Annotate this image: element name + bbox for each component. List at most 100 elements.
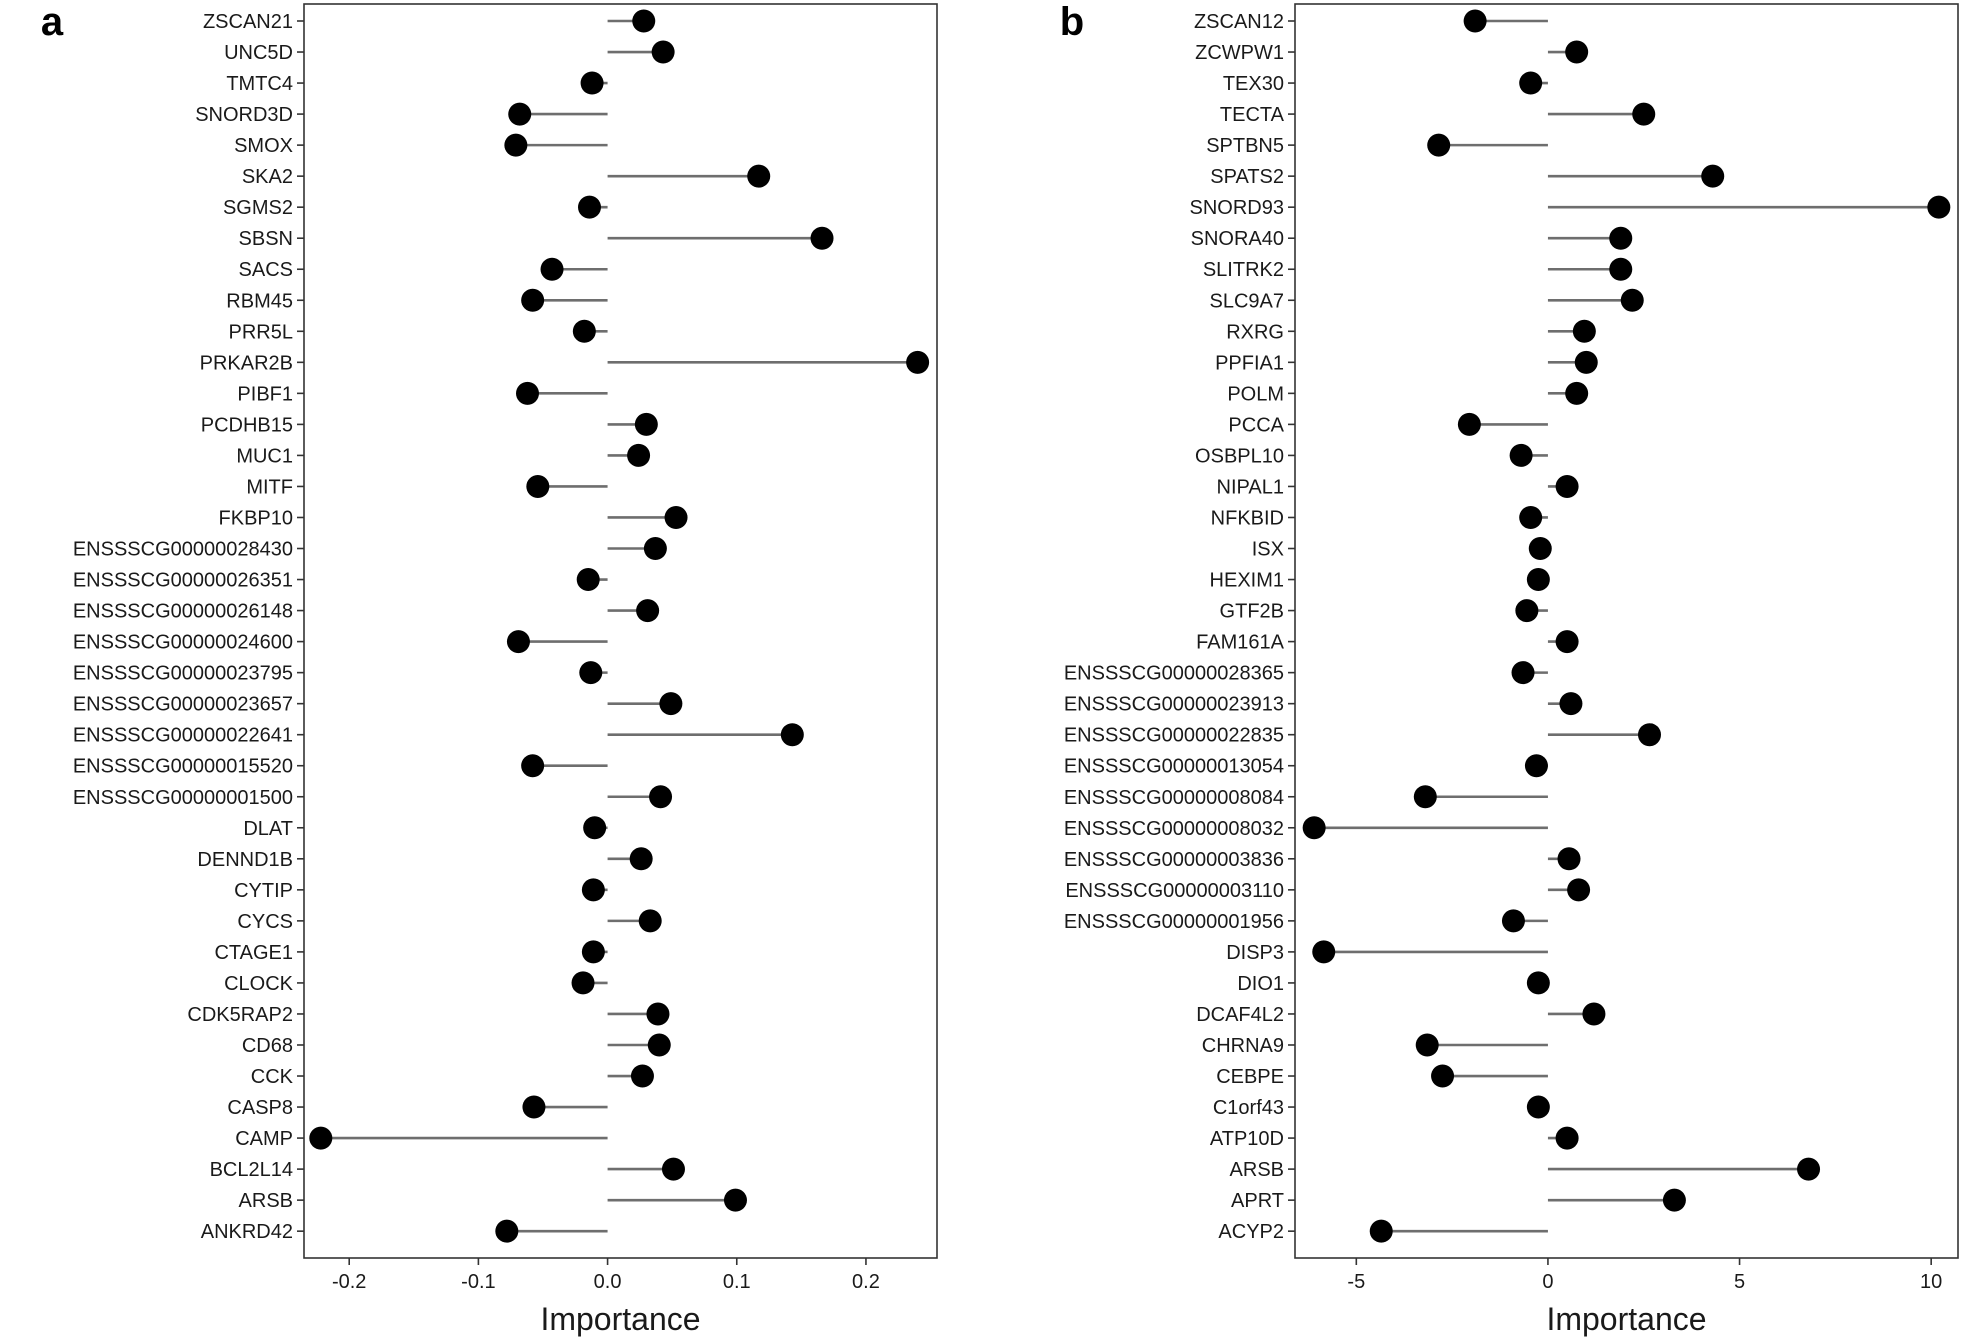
y-tick-label: DLAT [243,818,293,840]
y-tick-label: ISX [1252,539,1284,561]
y-tick-label: ENSSSCG00000022641 [73,725,293,747]
lollipop-point [1567,878,1591,902]
lollipop-point [723,1188,747,1212]
lollipop-point [634,412,658,436]
lollipop-point [1528,537,1552,561]
y-tick-label: CDK5RAP2 [187,1004,293,1026]
lollipop-point [651,40,675,64]
lollipop-point [1662,1188,1686,1212]
y-tick-label: POLM [1227,383,1284,405]
lollipop-point [1557,847,1581,871]
y-tick-label: ZCWPW1 [1195,42,1284,64]
y-tick-label: PPFIA1 [1215,352,1284,374]
lollipop-point [1431,1064,1455,1088]
panel-b: b ZSCAN12 ZCWPW1 TEX30 TECTA SPTBN5 SPATS2 SNOR… [1060,0,1959,1337]
plot-frame [1294,3,1959,1259]
lollipop-point [583,816,607,840]
y-tick-label: ENSSSCG00000001500 [73,787,293,809]
lollipop-point [1609,257,1633,281]
y-tick-label: DENND1B [197,849,293,871]
lollipop-point [1565,381,1589,405]
y-tick-label: PRKAR2B [200,352,293,374]
lollipop-point [1515,599,1539,623]
y-tick-label: ENSSSCG00000028365 [1064,663,1284,685]
y-tick-label: MUC1 [236,445,293,467]
y-tick-label: ENSSSCG00000028430 [73,539,293,561]
lollipop-point [515,381,539,405]
lollipop-point [580,71,604,95]
y-tick-label: ACYP2 [1218,1221,1284,1243]
x-tick-label: 10 [1920,1271,1942,1293]
panel-label: b [1060,0,1084,44]
y-tick-label: RBM45 [226,290,293,312]
lollipop-point [1302,816,1326,840]
y-tick-label: FAM161A [1196,632,1284,654]
lollipop-point [1526,1095,1550,1119]
lollipop-point [630,1064,654,1088]
y-tick-label: UNC5D [224,42,293,64]
lollipop-point [1415,1033,1439,1057]
lollipop-point [1519,505,1543,529]
panel-a: a ZSCAN21 UNC5D TMTC4 SNORD3D SMOX SKA2 SGMS2 SB… [41,0,938,1337]
y-tick-label: SNORA40 [1191,228,1284,250]
lollipop-point [627,443,651,467]
y-tick-label: ENSSSCG00000008084 [1064,787,1284,809]
y-tick-label: ZSCAN21 [203,11,293,33]
y-tick-label: CAMP [235,1128,293,1150]
lollipop-point [647,1033,671,1057]
y-tick-label: CD68 [242,1035,293,1057]
x-tick-label: 0.0 [594,1271,622,1293]
lollipop-point [1572,319,1596,343]
y-tick-label: PCDHB15 [201,414,293,436]
lollipop-point [506,630,530,654]
lollipop-point [1524,754,1548,778]
lollipop-point [1509,443,1533,467]
y-tick-label: TMTC4 [226,73,293,95]
lollipop-point [1501,909,1525,933]
lollipop-point [540,257,564,281]
y-tick-label: ENSSSCG00000026351 [73,570,293,592]
y-tick-label: ENSSSCG00000015520 [73,756,293,778]
lollipop-point [1609,226,1633,250]
y-tick-label: ANKRD42 [201,1221,293,1243]
y-tick-label: TEX30 [1223,73,1284,95]
x-tick-label: -0.1 [461,1271,495,1293]
y-tick-label: SPTBN5 [1206,135,1284,157]
y-tick-label: ENSSSCG00000024600 [73,632,293,654]
y-tick-label: DCAF4L2 [1196,1004,1284,1026]
lollipop-point [577,195,601,219]
lollipop-point [810,226,834,250]
lollipop-point [1463,9,1487,33]
y-tick-label: APRT [1231,1190,1284,1212]
lollipop-point [1457,412,1481,436]
y-tick-label: BCL2L14 [210,1159,293,1181]
lollipop-point [581,940,605,964]
lollipop-point [649,785,673,809]
y-tick-label: ENSSSCG00000003836 [1064,849,1284,871]
y-tick-label: ENSSSCG00000008032 [1064,818,1284,840]
y-tick-label: TECTA [1220,104,1285,126]
y-tick-label: ARSB [1230,1159,1284,1181]
lollipop-point [643,537,667,561]
y-tick-label: PCCA [1228,414,1284,436]
y-tick-label: CCK [251,1066,294,1088]
x-tick-label: 5 [1734,1271,1745,1293]
lollipop-point [1526,568,1550,592]
lollipop-point [572,319,596,343]
y-tick-label: SGMS2 [223,197,293,219]
lollipop-point [1555,1126,1579,1150]
lollipop-point [495,1219,519,1243]
lollipop-point [780,723,804,747]
y-tick-label: SACS [239,259,293,281]
lollipop-point [521,754,545,778]
lollipop-point [664,505,688,529]
x-tick-label: 0.2 [852,1271,880,1293]
y-tick-label: MITF [246,476,293,498]
y-tick-label: CLOCK [224,973,294,995]
x-tick-label: 0.1 [723,1271,751,1293]
lollipop-point [1574,350,1598,374]
lollipop-point [1701,164,1725,188]
y-tick-label: SNORD3D [195,104,293,126]
y-tick-label: ARSB [239,1190,293,1212]
